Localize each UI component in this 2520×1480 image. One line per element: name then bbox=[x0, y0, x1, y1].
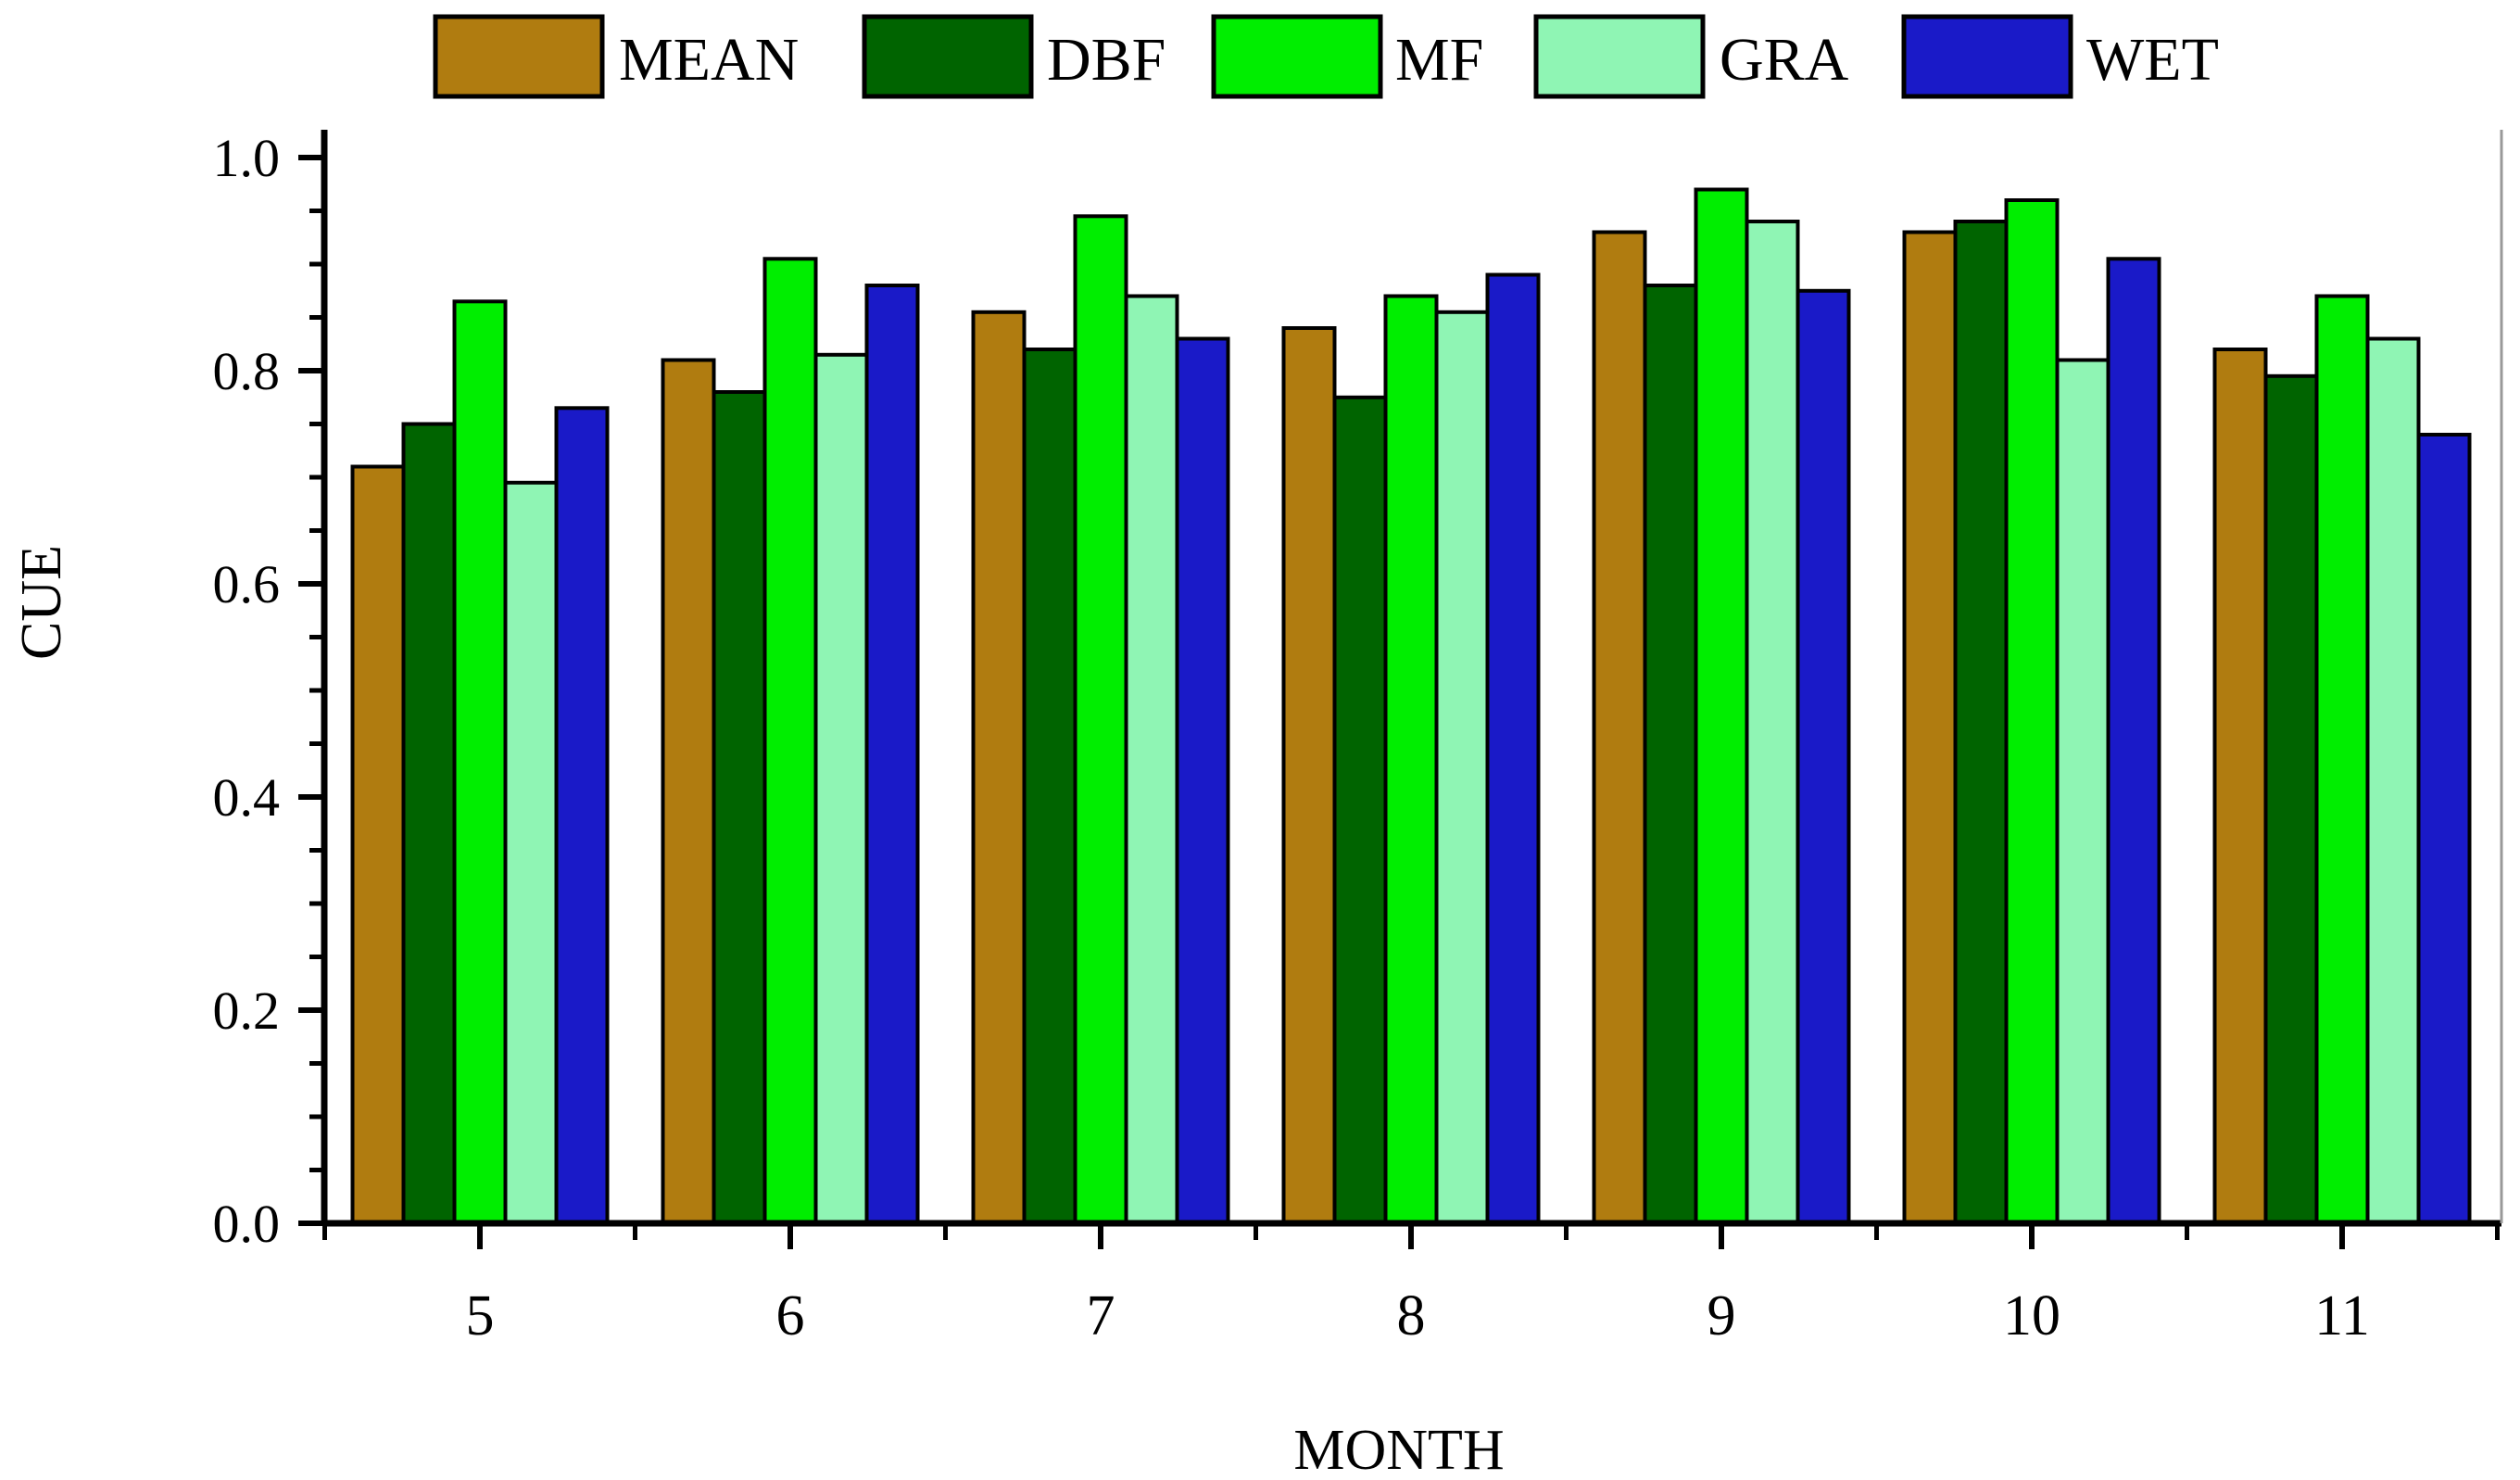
legend-swatch-dbf bbox=[862, 14, 1034, 99]
bar-mf-month-5 bbox=[452, 299, 508, 1226]
x-tick-label: 9 bbox=[1707, 1284, 1736, 1347]
legend-label-gra: GRA bbox=[1720, 26, 1849, 94]
bar-gra-month-7 bbox=[1124, 294, 1179, 1225]
bar-mean-month-8 bbox=[1281, 326, 1337, 1225]
bar-mf-month-11 bbox=[2314, 294, 2370, 1225]
bar-mean-month-10 bbox=[1902, 230, 1958, 1225]
bar-wet-month-11 bbox=[2416, 433, 2472, 1225]
legend: MEAN DBF MF GRA WET bbox=[433, 14, 2219, 99]
x-tick-label: 5 bbox=[466, 1284, 495, 1347]
y-tick-label: 0.2 bbox=[213, 980, 281, 1041]
x-axis-label: MONTH bbox=[1293, 1419, 1504, 1480]
bar-gra-month-11 bbox=[2365, 336, 2421, 1225]
bar-mf-month-7 bbox=[1073, 214, 1128, 1226]
bar-wet-month-8 bbox=[1485, 272, 1541, 1225]
bar-mean-month-9 bbox=[1592, 230, 1647, 1225]
legend-swatch-gra bbox=[1533, 14, 1706, 99]
bar-gra-month-6 bbox=[813, 352, 869, 1225]
y-tick-label: 0.8 bbox=[213, 341, 281, 401]
x-tick-label: 11 bbox=[2314, 1284, 2370, 1347]
x-tick-label: 6 bbox=[776, 1284, 805, 1347]
y-tick-label: 0.4 bbox=[213, 767, 281, 828]
bar-mean-month-6 bbox=[661, 358, 716, 1225]
bar-wet-month-6 bbox=[864, 284, 920, 1225]
bar-gra-month-10 bbox=[2055, 358, 2110, 1225]
bar-gra-month-8 bbox=[1434, 310, 1490, 1226]
bar-wet-month-10 bbox=[2106, 257, 2161, 1226]
bar-mean-month-7 bbox=[971, 310, 1027, 1226]
ticks: 0.0 0.2 0.4 0.6 0.8 1.0 5 6 7 8 9 10 11 bbox=[213, 128, 2500, 1347]
bar-mf-month-10 bbox=[2004, 198, 2060, 1225]
legend-label-wet: WET bbox=[2086, 26, 2219, 94]
bar-dbf-month-7 bbox=[1022, 348, 1077, 1225]
y-axis-label: CUE bbox=[10, 545, 73, 660]
bar-dbf-month-6 bbox=[712, 390, 767, 1225]
legend-swatch-wet bbox=[1901, 14, 2073, 99]
legend-label-mean: MEAN bbox=[619, 26, 799, 94]
bar-gra-month-5 bbox=[503, 480, 559, 1226]
bar-wet-month-5 bbox=[554, 406, 610, 1226]
legend-label-dbf: DBF bbox=[1047, 26, 1166, 94]
legend-swatch-mean bbox=[433, 14, 605, 99]
bar-dbf-month-5 bbox=[401, 422, 457, 1225]
bar-mf-month-9 bbox=[1694, 187, 1749, 1225]
bar-mf-month-8 bbox=[1383, 294, 1439, 1225]
x-tick-label: 10 bbox=[2003, 1284, 2060, 1347]
x-tick-label: 7 bbox=[1087, 1284, 1115, 1347]
y-tick-label: 0.0 bbox=[213, 1194, 281, 1254]
bars bbox=[350, 187, 2472, 1226]
x-tick-label: 8 bbox=[1397, 1284, 1426, 1347]
bar-dbf-month-9 bbox=[1643, 284, 1698, 1225]
bar-wet-month-9 bbox=[1796, 288, 1851, 1226]
bar-dbf-month-10 bbox=[1953, 220, 2009, 1225]
bar-dbf-month-11 bbox=[2263, 373, 2319, 1226]
legend-label-mf: MF bbox=[1395, 26, 1483, 94]
bar-wet-month-7 bbox=[1175, 336, 1230, 1225]
bar-mf-month-6 bbox=[762, 257, 818, 1226]
bar-mean-month-5 bbox=[350, 464, 406, 1225]
y-tick-label: 1.0 bbox=[213, 128, 281, 188]
bar-dbf-month-8 bbox=[1332, 395, 1388, 1226]
bar-mean-month-11 bbox=[2212, 348, 2268, 1225]
y-tick-label: 0.6 bbox=[213, 554, 281, 614]
bar-gra-month-9 bbox=[1745, 220, 1800, 1225]
legend-swatch-mf bbox=[1211, 14, 1383, 99]
